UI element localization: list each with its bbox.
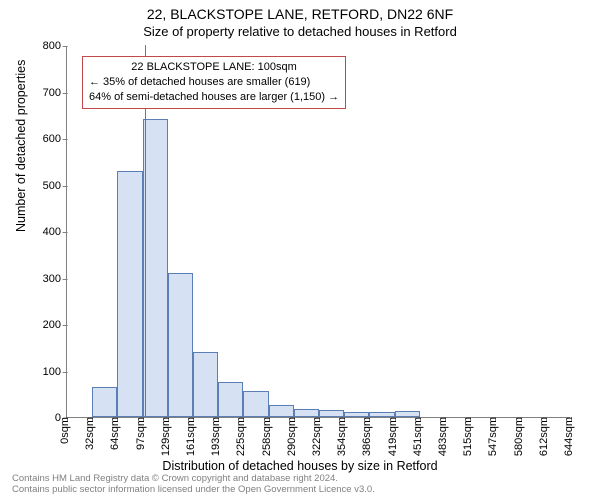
y-tick-label: 100 [43,366,67,378]
x-tick-label: 451sqm [412,417,424,456]
x-tick-label: 32sqm [84,417,96,450]
footer-attribution: Contains HM Land Registry data © Crown c… [12,474,375,496]
footer-line2: Contains public sector information licen… [12,485,375,496]
x-tick-label: 515sqm [462,417,474,456]
histogram-bar [193,352,218,417]
x-tick-label: 97sqm [135,417,147,450]
x-tick-label: 64sqm [109,417,121,450]
x-tick-label: 0sqm [59,417,71,444]
histogram-bar [294,409,319,417]
y-tick-label: 600 [43,133,67,145]
annotation-line-larger: 64% of semi-detached houses are larger (… [89,90,339,105]
histogram-bar [369,412,394,417]
histogram-bar [344,412,369,417]
histogram-bar [143,119,168,417]
x-tick-label: 612sqm [538,417,550,456]
x-tick-label: 644sqm [563,417,575,456]
chart-subtitle: Size of property relative to detached ho… [0,22,600,39]
x-tick-label: 129sqm [160,417,172,456]
y-tick-label: 400 [43,226,67,238]
x-tick-label: 322sqm [311,417,323,456]
x-tick-label: 161sqm [185,417,197,456]
y-tick-label: 700 [43,87,67,99]
x-tick-label: 258sqm [261,417,273,456]
histogram-bar [168,273,193,417]
x-tick-label: 386sqm [361,417,373,456]
y-tick-label: 800 [43,40,67,52]
histogram-bar [218,382,243,417]
x-tick-label: 354sqm [336,417,348,456]
y-tick-label: 300 [43,273,67,285]
x-tick-label: 193sqm [210,417,222,456]
x-tick-label: 580sqm [513,417,525,456]
histogram-bar [319,410,344,417]
x-tick-label: 225sqm [235,417,247,456]
histogram-bar [269,405,294,417]
y-axis-label: Number of detached properties [14,60,28,232]
x-tick-label: 419sqm [387,417,399,456]
x-axis-label: Distribution of detached houses by size … [0,459,600,473]
chart-title-address: 22, BLACKSTOPE LANE, RETFORD, DN22 6NF [0,0,600,22]
y-tick-label: 500 [43,180,67,192]
annotation-box: 22 BLACKSTOPE LANE: 100sqm ← 35% of deta… [82,56,346,109]
x-tick-label: 290sqm [286,417,298,456]
x-tick-label: 483sqm [437,417,449,456]
y-tick-label: 200 [43,319,67,331]
histogram-bar [92,387,117,417]
histogram-bar [243,391,268,417]
x-tick-label: 547sqm [487,417,499,456]
histogram-bar [117,171,142,417]
histogram-bar [395,411,420,417]
annotation-line-property: 22 BLACKSTOPE LANE: 100sqm [89,60,339,75]
annotation-line-smaller: ← 35% of detached houses are smaller (61… [89,75,339,90]
